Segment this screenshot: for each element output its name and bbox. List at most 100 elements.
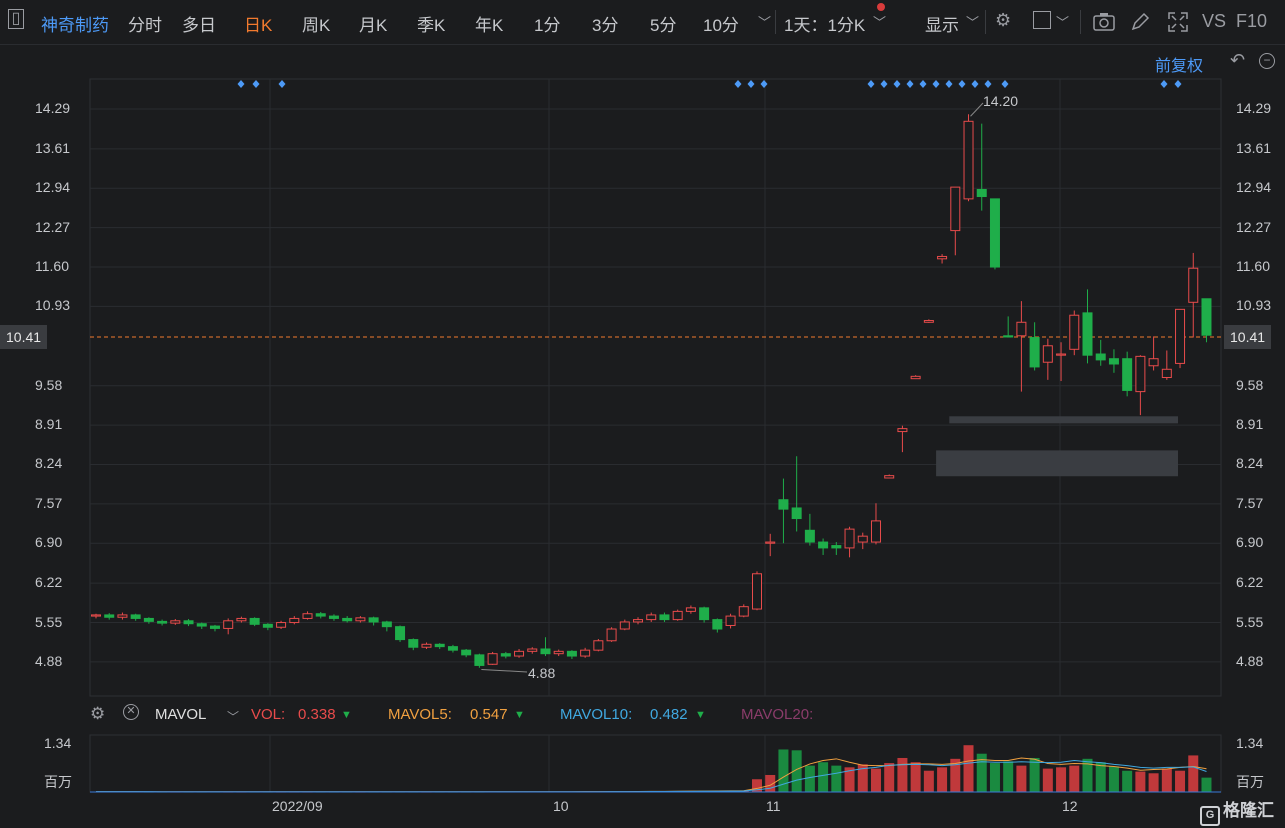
chevron-down-icon[interactable]: ﹀ <box>966 15 980 30</box>
price-tick-right: 14.29 <box>1236 99 1272 116</box>
signal-marker-diamond <box>893 80 901 88</box>
close-icon[interactable]: ✕ <box>123 704 139 720</box>
volume-bar <box>884 763 895 792</box>
candle-body <box>1175 308 1186 364</box>
candle-body <box>514 650 525 657</box>
candle-body <box>104 614 115 618</box>
candle-body <box>884 475 895 479</box>
candle-body <box>1135 355 1146 393</box>
candle-body <box>1003 335 1014 338</box>
camera-icon[interactable] <box>1092 12 1116 32</box>
candle-body <box>791 507 802 520</box>
mavol10-label: MAVOL10: <box>560 706 633 723</box>
stock-name[interactable]: 神奇制药 <box>41 16 109 35</box>
candle-body <box>725 615 736 626</box>
fullscreen-icon[interactable] <box>1167 11 1189 33</box>
price-tick-right: 13.61 <box>1236 139 1272 156</box>
price-adjust-select[interactable]: 前复权 <box>1155 58 1204 75</box>
chevron-down-icon[interactable]: ﹀ <box>1056 15 1070 30</box>
candle-body <box>1042 345 1053 363</box>
price-tick-right: 10.93 <box>1236 297 1272 314</box>
candle-body <box>976 188 987 198</box>
candle-body <box>1016 321 1027 337</box>
candle-body <box>249 617 260 625</box>
signal-marker-diamond <box>971 80 979 88</box>
candle-body <box>804 529 815 543</box>
volume-max-left: 1.34 <box>44 735 72 751</box>
candle-body <box>130 614 141 619</box>
volume-bar <box>804 765 815 792</box>
signal-marker-diamond <box>1001 80 1009 88</box>
tab-1min[interactable]: 1分 <box>534 16 561 35</box>
volume-bar <box>989 763 1000 792</box>
settings-gear-icon[interactable]: ⚙ <box>90 704 106 723</box>
price-tick-left: 5.55 <box>35 613 63 630</box>
tab-10min[interactable]: 10分 <box>703 16 739 35</box>
candle-body <box>831 545 842 549</box>
candle-body <box>395 626 406 641</box>
volume-bar <box>1122 770 1133 792</box>
candle-body <box>566 650 577 657</box>
interval-select[interactable]: 1天：1分K <box>784 16 866 35</box>
tab-month-k[interactable]: 月K <box>359 16 388 35</box>
price-tick-right: 12.94 <box>1236 179 1272 196</box>
candle-body <box>712 619 723 630</box>
tab-3min[interactable]: 3分 <box>592 16 619 35</box>
signal-marker-diamond <box>747 80 755 88</box>
chevron-down-icon[interactable]: ﹀ <box>873 15 887 30</box>
candle-body <box>143 617 154 622</box>
date-label-nov: 11 <box>766 798 781 814</box>
undo-icon[interactable]: ↶ <box>1230 50 1246 70</box>
chevron-down-icon[interactable]: ﹀ <box>758 15 772 30</box>
zoom-out-icon[interactable]: − <box>1259 53 1275 69</box>
price-tick-left: 11.60 <box>35 258 69 275</box>
divider <box>985 10 986 34</box>
tab-quarter-k[interactable]: 季K <box>417 16 446 35</box>
current-price-tag-left: 10.41 <box>0 325 48 349</box>
price-tick-right: 11.60 <box>1236 258 1270 275</box>
price-tick-left: 8.91 <box>35 416 63 433</box>
display-menu[interactable]: 显示 <box>925 16 959 35</box>
price-tick-right: 8.91 <box>1236 416 1264 433</box>
signal-marker-diamond <box>1174 80 1182 88</box>
logo-text: 格隆汇 <box>1223 801 1274 820</box>
tab-fenshi[interactable]: 分时 <box>128 16 162 35</box>
vs-button[interactable]: VS <box>1202 11 1227 31</box>
price-tick-right: 7.57 <box>1236 494 1264 511</box>
candle-body <box>1161 368 1172 379</box>
pencil-icon[interactable] <box>1129 11 1151 33</box>
indicator-name[interactable]: MAVOL <box>155 706 207 723</box>
volume-bar <box>937 767 948 792</box>
tab-year-k[interactable]: 年K <box>475 16 504 35</box>
volume-bar <box>1188 755 1199 792</box>
candle-body <box>870 520 881 543</box>
tab-week-k[interactable]: 周K <box>302 16 331 35</box>
signal-marker-diamond <box>734 80 742 88</box>
candle-body <box>619 621 630 630</box>
volume-bar <box>778 749 789 792</box>
candle-body <box>633 619 644 623</box>
volume-bar <box>910 762 921 792</box>
mavol5-label: MAVOL5: <box>388 706 452 723</box>
f10-button[interactable]: F10 <box>1236 11 1268 31</box>
price-tick-left: 6.22 <box>35 574 63 591</box>
candle-body <box>646 614 657 621</box>
candle-body <box>196 623 207 627</box>
candle-body <box>223 620 234 629</box>
volume-bar <box>818 762 829 792</box>
candle-body <box>937 255 948 260</box>
chevron-down-icon[interactable]: ﹀ <box>227 710 240 724</box>
price-tick-right: 5.55 <box>1236 613 1264 630</box>
mavol20-label: MAVOL20: <box>741 706 814 723</box>
signal-marker-diamond <box>919 80 927 88</box>
candle-body <box>844 528 855 549</box>
tab-day-k[interactable]: 日K <box>244 16 273 35</box>
sidebar-toggle-icon[interactable]: ▯ <box>8 9 24 29</box>
price-tick-left: 4.88 <box>35 652 63 669</box>
tab-5min[interactable]: 5分 <box>650 16 677 35</box>
checkbox-icon[interactable] <box>1033 11 1051 29</box>
down-arrow-icon: ▼ <box>695 709 706 721</box>
settings-gear-icon[interactable]: ⚙ <box>995 10 1012 30</box>
tab-multiday[interactable]: 多日 <box>182 16 216 35</box>
